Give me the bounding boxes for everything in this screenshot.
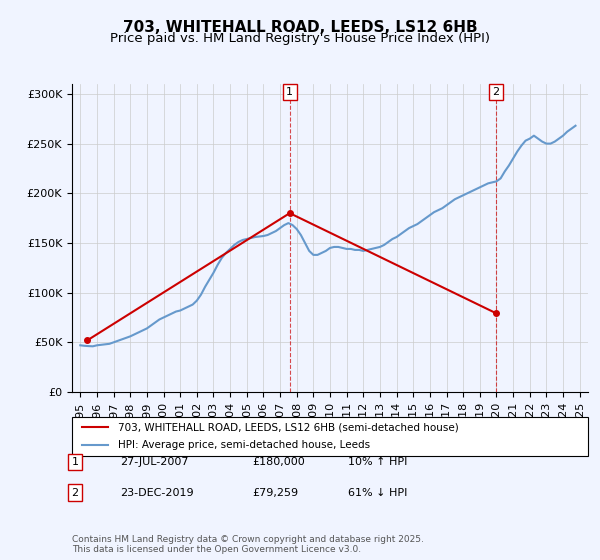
Text: £79,259: £79,259 xyxy=(252,488,298,498)
Text: 2: 2 xyxy=(71,488,79,498)
Text: 61% ↓ HPI: 61% ↓ HPI xyxy=(348,488,407,498)
Text: 703, WHITEHALL ROAD, LEEDS, LS12 6HB: 703, WHITEHALL ROAD, LEEDS, LS12 6HB xyxy=(122,20,478,35)
Text: 27-JUL-2007: 27-JUL-2007 xyxy=(120,457,188,467)
Text: Price paid vs. HM Land Registry's House Price Index (HPI): Price paid vs. HM Land Registry's House … xyxy=(110,32,490,45)
Text: Contains HM Land Registry data © Crown copyright and database right 2025.
This d: Contains HM Land Registry data © Crown c… xyxy=(72,535,424,554)
Text: HPI: Average price, semi-detached house, Leeds: HPI: Average price, semi-detached house,… xyxy=(118,440,371,450)
Text: 10% ↑ HPI: 10% ↑ HPI xyxy=(348,457,407,467)
Text: 23-DEC-2019: 23-DEC-2019 xyxy=(120,488,194,498)
Text: 2: 2 xyxy=(493,87,500,97)
Text: 1: 1 xyxy=(286,87,293,97)
Text: £180,000: £180,000 xyxy=(252,457,305,467)
FancyBboxPatch shape xyxy=(72,417,588,456)
Text: 1: 1 xyxy=(71,457,79,467)
Text: 703, WHITEHALL ROAD, LEEDS, LS12 6HB (semi-detached house): 703, WHITEHALL ROAD, LEEDS, LS12 6HB (se… xyxy=(118,422,459,432)
